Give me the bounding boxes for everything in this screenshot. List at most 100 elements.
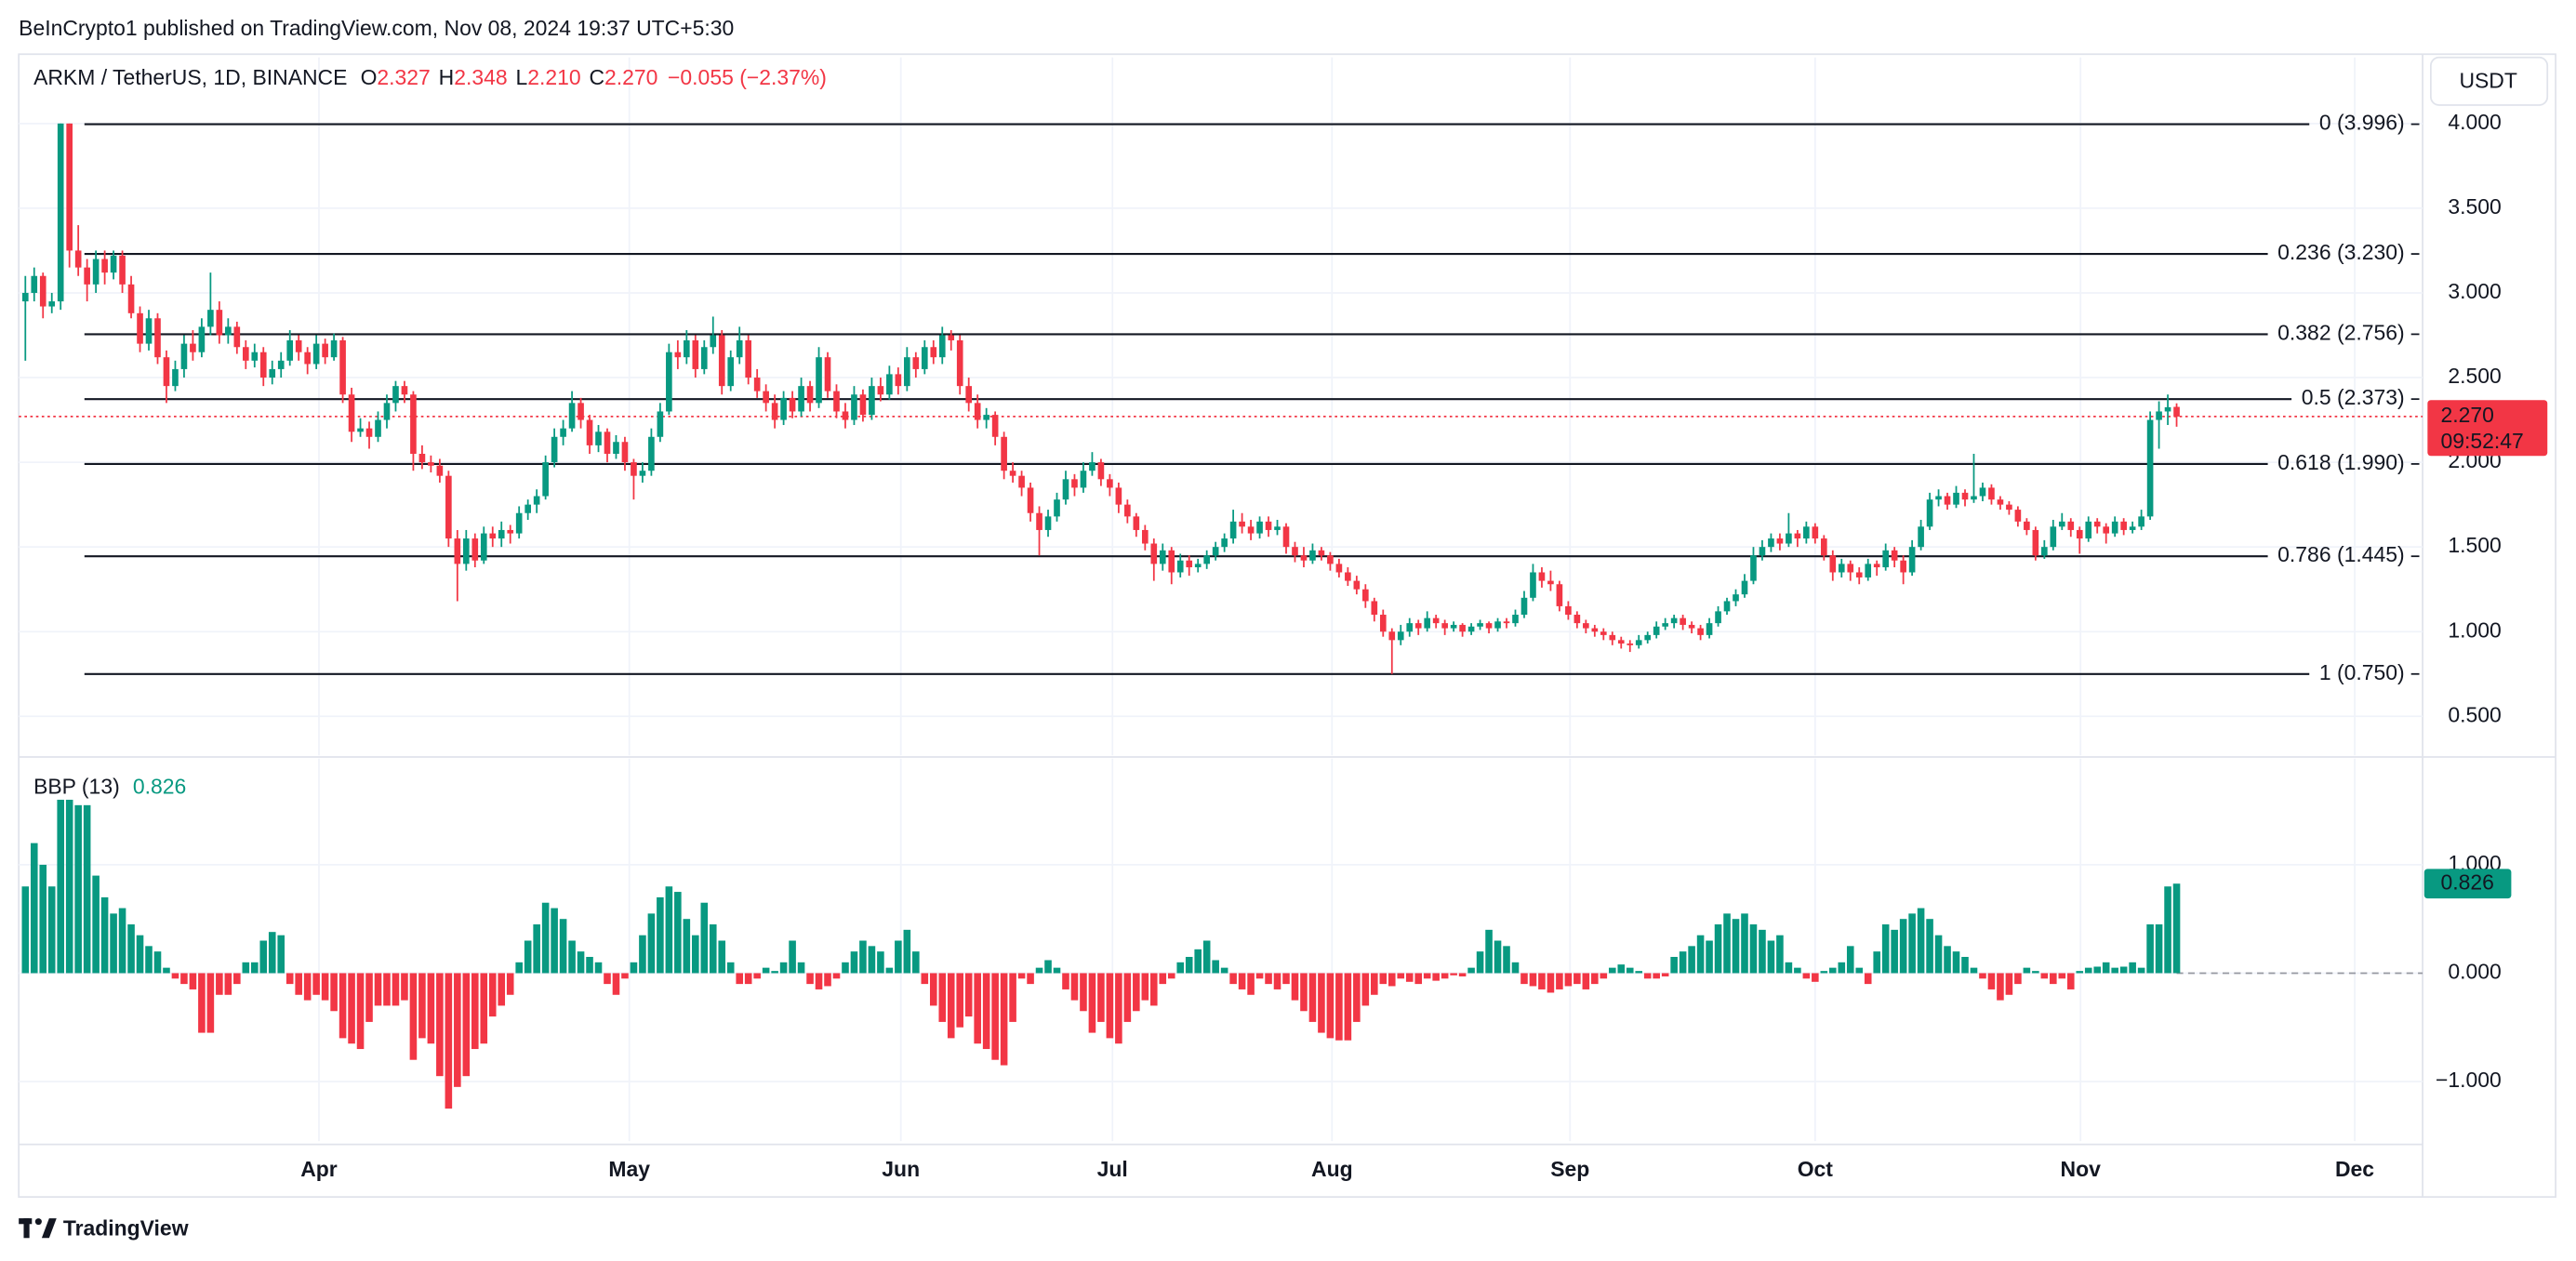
indicator-bar bbox=[1141, 973, 1149, 1001]
indicator-bar bbox=[1917, 908, 1925, 974]
indicator-bar bbox=[1326, 973, 1334, 1039]
indicator-bar bbox=[47, 886, 56, 974]
candle-body bbox=[780, 397, 787, 420]
candle-body bbox=[101, 259, 108, 273]
candle-body bbox=[198, 326, 206, 352]
candle-body bbox=[322, 343, 328, 358]
candle-body bbox=[1379, 615, 1387, 632]
indicator-bar bbox=[1000, 973, 1008, 1066]
indicator-bar bbox=[1070, 973, 1079, 1001]
candle-body bbox=[1265, 521, 1272, 530]
candle-body bbox=[304, 352, 311, 365]
price-tick-label: 1.000 bbox=[2448, 617, 2501, 642]
candle-body bbox=[1062, 479, 1069, 500]
indicator-bar bbox=[1952, 951, 1960, 974]
indicator-bar bbox=[285, 973, 294, 985]
candle-body bbox=[2146, 419, 2154, 517]
indicator-bar bbox=[1812, 973, 1819, 982]
currency-button[interactable] bbox=[2429, 56, 2549, 106]
candle-body bbox=[1617, 640, 1625, 644]
indicator-bar bbox=[1785, 962, 1793, 974]
candle-body bbox=[1670, 617, 1678, 624]
candle-body bbox=[1459, 624, 1466, 632]
indicator-bar bbox=[947, 973, 955, 1039]
candle-body bbox=[1680, 617, 1686, 625]
candle-body bbox=[154, 318, 161, 358]
indicator-bar bbox=[348, 973, 355, 1044]
candle-body bbox=[1141, 529, 1149, 544]
currency-label[interactable]: USDT bbox=[2459, 68, 2516, 92]
candle-body bbox=[930, 347, 937, 358]
indicator-bar bbox=[850, 951, 858, 974]
candle-body bbox=[21, 292, 29, 302]
indicator-bar bbox=[1926, 919, 1933, 974]
indicator-bar bbox=[1476, 951, 1484, 974]
indicator-bar bbox=[1115, 973, 1122, 1044]
candle-body bbox=[1847, 564, 1854, 573]
indicator-bar bbox=[921, 973, 929, 985]
indicator-bar bbox=[709, 924, 717, 974]
candle-body bbox=[692, 339, 699, 369]
indicator-bar bbox=[1838, 962, 1846, 974]
candle-body bbox=[1168, 550, 1175, 573]
indicator-bar bbox=[1670, 956, 1678, 974]
candle-body bbox=[824, 357, 831, 392]
indicator-legend: BBP (13) 0.826 bbox=[33, 775, 186, 799]
ohlc-key: H bbox=[439, 65, 455, 89]
indicator-bar bbox=[1273, 973, 1281, 989]
candle-body bbox=[1054, 499, 1060, 517]
candle-body bbox=[1627, 643, 1634, 645]
indicator-bar bbox=[1194, 949, 1202, 974]
candle-body bbox=[225, 326, 232, 336]
candle-body bbox=[1794, 533, 1801, 539]
candle-body bbox=[1855, 572, 1863, 577]
indicator-bar bbox=[153, 951, 162, 974]
indicator-bar bbox=[1485, 929, 1493, 974]
candle-body bbox=[348, 394, 355, 432]
indicator-bar bbox=[559, 919, 567, 974]
indicator-bar bbox=[956, 973, 964, 1028]
indicator-bar bbox=[2146, 924, 2154, 974]
indicator-bar bbox=[1009, 973, 1016, 1022]
indicator-bar bbox=[815, 973, 823, 989]
indicator-bar bbox=[462, 973, 471, 1077]
bar-countdown: 09:52:47 bbox=[2440, 429, 2523, 453]
indicator-bar bbox=[418, 973, 426, 1039]
indicator-bar bbox=[427, 973, 435, 1044]
candle-body bbox=[921, 347, 928, 369]
candle-body bbox=[1441, 623, 1448, 629]
candle-body bbox=[763, 391, 769, 404]
indicator-bar bbox=[136, 935, 144, 974]
indicator-bar bbox=[1017, 973, 1026, 979]
indicator-bar bbox=[1538, 973, 1546, 989]
candle-body bbox=[1503, 621, 1510, 624]
candle-body bbox=[375, 419, 381, 437]
candle-body bbox=[207, 310, 214, 327]
indicator-bar bbox=[198, 973, 206, 1033]
last-price-tag bbox=[2427, 400, 2548, 457]
candle-body bbox=[1186, 560, 1193, 568]
indicator-bar bbox=[180, 973, 188, 985]
indicator-bar bbox=[832, 973, 841, 979]
price-change: −0.055 (−2.37%) bbox=[668, 65, 827, 89]
indicator-bar bbox=[488, 973, 497, 1017]
candle-body bbox=[1327, 555, 1334, 564]
candle-body bbox=[1565, 605, 1572, 616]
indicator-bar bbox=[604, 973, 611, 985]
indicator-bar bbox=[1829, 967, 1837, 974]
candle-body bbox=[2006, 504, 2012, 511]
indicator-bar bbox=[1864, 973, 1872, 985]
candle-body bbox=[912, 357, 920, 369]
indicator-bar bbox=[2058, 973, 2066, 979]
candle-body bbox=[560, 428, 566, 437]
candle-body bbox=[1759, 547, 1766, 556]
candle-body bbox=[1256, 521, 1263, 534]
indicator-tick-label: 0.000 bbox=[2448, 960, 2501, 984]
logo-icon bbox=[19, 1218, 57, 1239]
price-tick-label: 1.500 bbox=[2448, 533, 2501, 557]
candle-body bbox=[2129, 526, 2136, 530]
candle-body bbox=[1292, 547, 1298, 556]
indicator-bar bbox=[1220, 967, 1228, 974]
indicator-bar bbox=[683, 919, 691, 974]
